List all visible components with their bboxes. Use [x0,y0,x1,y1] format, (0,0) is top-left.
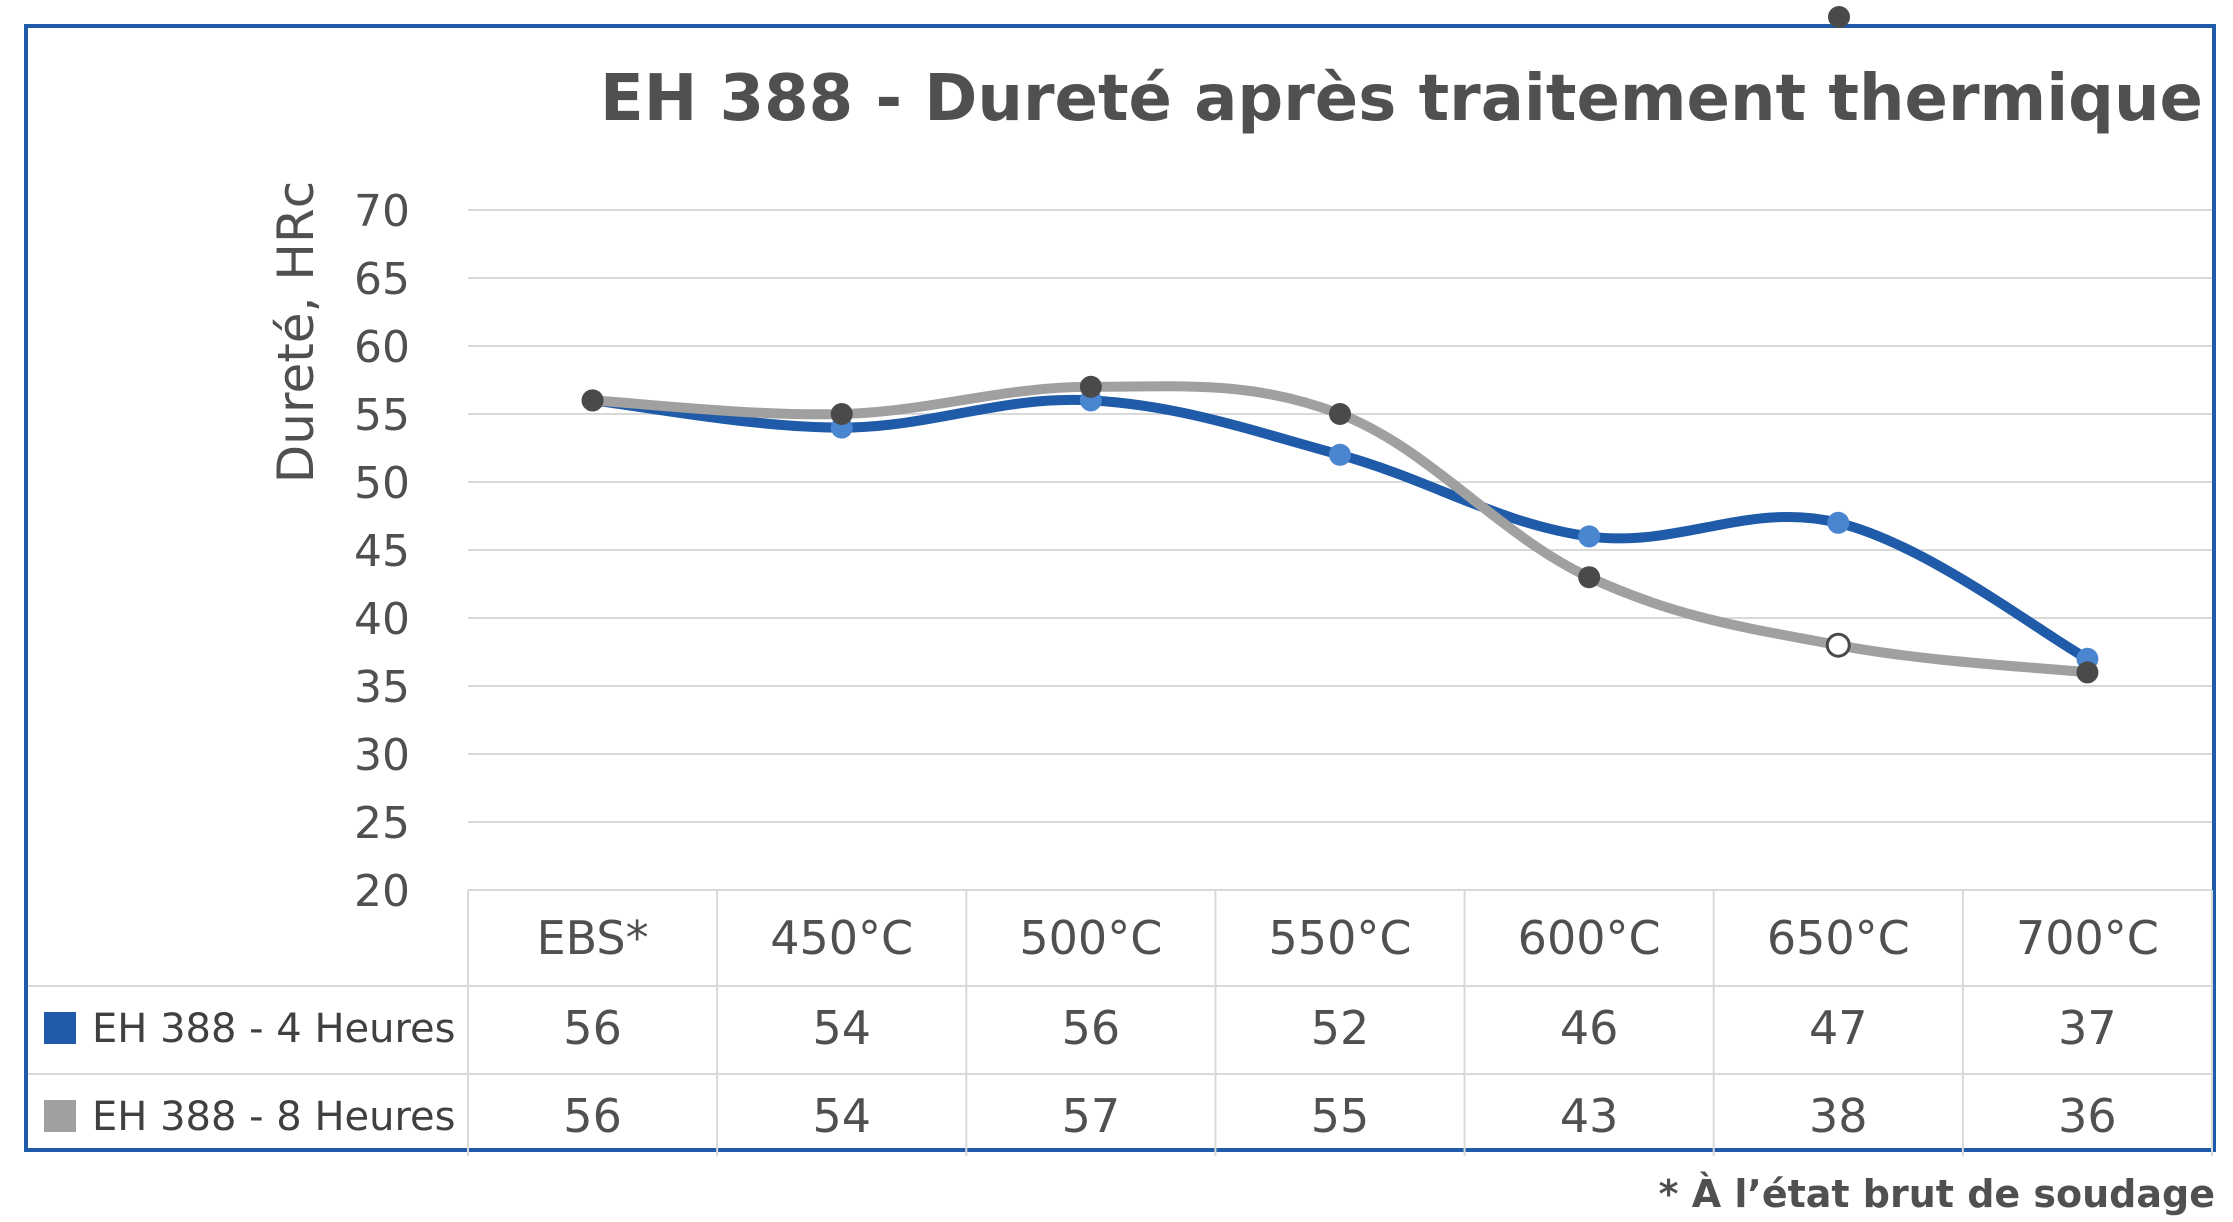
legend-swatch [44,1100,76,1132]
legend-swatch [44,1012,76,1044]
category-label: 600°C [1518,911,1661,965]
table-value: 36 [2058,1089,2117,1143]
y-tick-label: 20 [354,866,410,917]
data-point [1825,632,1851,658]
y-tick-label: 70 [354,186,410,237]
data-table-values: 56 54 56 52 46 47 37 56 54 57 55 43 38 36 [563,1001,2116,1143]
category-label: 550°C [1269,911,1412,965]
data-point [1578,566,1601,589]
y-tick-label: 55 [354,390,410,441]
data-point [1329,443,1351,466]
data-point [830,403,853,425]
table-value: 38 [1809,1089,1868,1143]
table-value: 54 [812,1001,871,1055]
category-label: 700°C [2016,911,2159,965]
y-axis-ticks: 70 65 60 55 50 45 40 35 30 25 20 [354,186,410,917]
table-value: 46 [1560,1001,1619,1055]
y-tick-label: 50 [354,458,410,509]
series-line-1 [587,394,2093,664]
legend-entry: EH 388 - 4 Heures [92,1006,456,1052]
category-label: 450°C [770,911,913,965]
data-point [2076,661,2099,684]
data-point [1079,375,1102,398]
data-point [1578,525,1601,548]
table-value: 43 [1560,1089,1619,1143]
y-tick-label: 35 [354,662,410,713]
table-value: 57 [1062,1089,1121,1143]
data-table-grid [28,890,2213,1156]
y-tick-label: 30 [354,730,410,781]
category-label: EBS* [537,911,649,965]
y-tick-label: 60 [354,322,410,373]
table-value: 47 [1809,1001,1868,1055]
y-tick-label: 45 [354,526,410,577]
chart-frame [24,24,2216,1152]
legend-entry: EH 388 - 8 Heures [92,1094,456,1140]
table-value: 55 [1311,1089,1370,1143]
footnote: * À l’état brut de soudage [1658,1172,2215,1216]
data-point [581,389,604,412]
grid-lines [468,209,2212,891]
chart-title: EH 388 - Dureté après traitement thermiq… [600,62,2203,136]
data-point [1827,511,1850,534]
table-value: 56 [563,1089,622,1143]
table-value: 54 [812,1089,871,1143]
table-value: 56 [563,1001,622,1055]
stray-marker [1828,6,1850,28]
y-tick-label: 25 [354,798,410,849]
legend: EH 388 - 4 Heures EH 388 - 8 Heures [44,1006,456,1140]
table-value: 52 [1311,1001,1370,1055]
category-label: 500°C [1019,911,1162,965]
category-labels: EBS* 450°C 500°C 550°C 600°C 650°C 700°C [537,911,2159,965]
y-tick-label: 40 [354,594,410,645]
series-lines [587,381,2093,678]
y-tick-label: 65 [354,254,410,305]
table-value: 56 [1062,1001,1121,1055]
table-value: 37 [2058,1001,2117,1055]
series-markers [581,375,2099,684]
data-point [1329,403,1351,425]
category-label: 650°C [1767,911,1910,965]
